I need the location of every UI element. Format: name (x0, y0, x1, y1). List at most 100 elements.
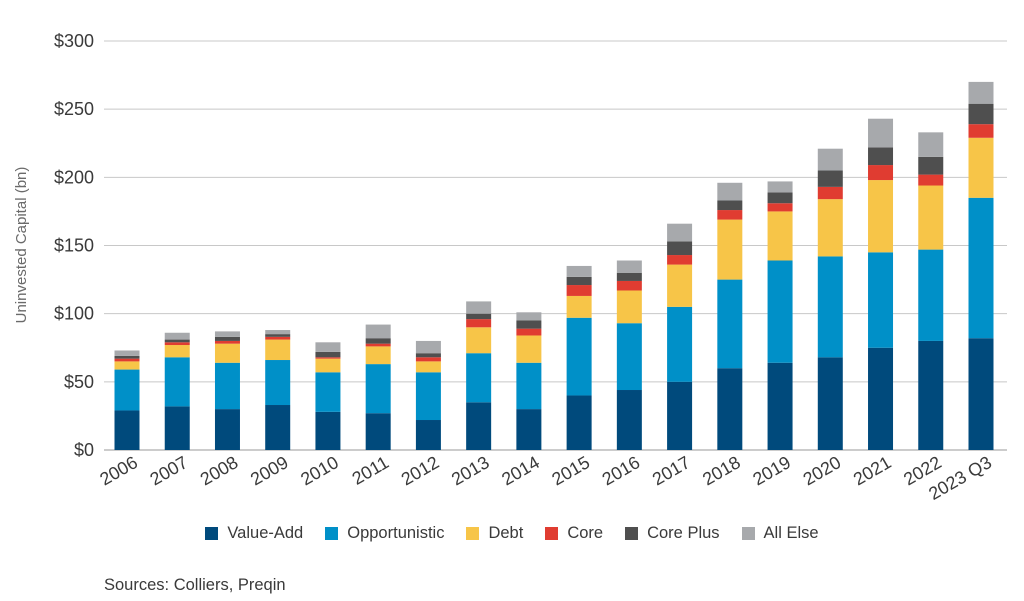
y-tick-label: $300 (54, 31, 94, 51)
bar-segment (415, 340, 441, 354)
bar-segment (717, 219, 743, 280)
bar-segment (817, 256, 843, 358)
bar-segment (315, 357, 341, 359)
bar-segment (767, 181, 793, 193)
bar-segment (968, 103, 994, 125)
y-axis-ticks: $0 $50 $100 $150 $200 $250 $300 (54, 31, 94, 460)
legend-swatch (466, 527, 480, 540)
bar-segment (114, 369, 140, 411)
bar-segment (466, 402, 492, 450)
x-tick-label: 2021 (850, 452, 895, 489)
bar-segment (114, 358, 140, 362)
bar-segment (918, 174, 944, 186)
bar-segment (265, 405, 291, 450)
bar-segment (968, 338, 994, 450)
bar-segment (516, 320, 542, 329)
bar-segment (717, 200, 743, 211)
bar-segment (315, 342, 341, 352)
bar-segment (566, 265, 592, 277)
bar-segment (466, 301, 492, 314)
bar-segment (114, 350, 140, 356)
bar-segment (717, 182, 743, 201)
x-tick-label: 2015 (548, 452, 593, 489)
legend-swatch (325, 527, 339, 540)
bar-segment (466, 319, 492, 328)
bar-segment (667, 223, 693, 242)
bar-segment (164, 339, 190, 343)
legend-item: Core (545, 524, 603, 543)
bar-segment (918, 156, 944, 175)
bar-segment (717, 368, 743, 450)
y-tick-label: $100 (54, 304, 94, 324)
bar-segment (265, 334, 291, 337)
bar-segment (265, 336, 291, 340)
bar-segment (365, 343, 391, 347)
legend-item: Core Plus (625, 524, 720, 543)
bar-segment (868, 118, 894, 148)
bar-segment (868, 165, 894, 181)
x-tick-label: 2009 (247, 452, 292, 489)
bar-segment (616, 323, 642, 391)
bar-segment (616, 290, 642, 324)
x-tick-label: 2020 (800, 452, 845, 489)
legend-label: Core (567, 524, 604, 542)
x-tick-label: 2011 (349, 452, 393, 489)
bar-segment (667, 241, 693, 256)
bar-segment (214, 409, 240, 450)
bar-segment (918, 249, 944, 341)
bar-segment (667, 255, 693, 265)
bar-segment (717, 279, 743, 369)
legend-label: Debt (488, 524, 524, 542)
x-axis-ticks: 2006 2007 2008 2009 2010 2011 2012 2013 2014 2015… (96, 452, 995, 504)
bar-segment (365, 324, 391, 339)
bar-segment (566, 295, 592, 318)
bar-segment (968, 81, 994, 104)
bar-segment (214, 362, 240, 410)
bar-segment (516, 409, 542, 450)
bar-segment (968, 124, 994, 138)
bar-segment (968, 197, 994, 339)
source-note: Sources: Colliers, Preqin (104, 576, 286, 594)
bar-segment (566, 317, 592, 396)
bar-segment (315, 358, 341, 373)
bar-segment (415, 361, 441, 373)
bar-segment (817, 186, 843, 200)
bar-segment (214, 343, 240, 363)
legend-label: Value-Add (227, 524, 304, 542)
bar-segment (868, 252, 894, 348)
bar-segment (616, 280, 642, 291)
bar-segment (868, 180, 894, 253)
bar-segment (365, 413, 391, 450)
bar-segment (365, 364, 391, 414)
bar-segment (164, 332, 190, 340)
x-tick-label: 2006 (96, 452, 141, 489)
gridlines (104, 40, 1007, 451)
x-tick-label: 2008 (197, 452, 242, 489)
bar-segment (114, 355, 140, 359)
chart-plot: $0$50$100$150$200$250$300 2006 2007 2008 20… (13, 31, 1007, 504)
bar-segment (616, 390, 642, 450)
bar-segment (817, 148, 843, 171)
bar-segment (265, 339, 291, 361)
bar-segment (817, 199, 843, 257)
bar-segment (315, 411, 341, 450)
bar-segment (415, 353, 441, 358)
legend: Value-Add Opportunistic Debt Core Core Plus A… (0, 524, 1024, 543)
bar-segment (164, 357, 190, 407)
bars (114, 81, 994, 450)
bar-segment (265, 330, 291, 335)
legend-swatch (625, 527, 639, 540)
x-tick-label: 2013 (448, 452, 493, 489)
legend-label: Core Plus (647, 524, 720, 542)
bar-segment (516, 312, 542, 321)
bar-segment (667, 381, 693, 450)
bar-segment (817, 170, 843, 187)
y-axis-title: Uninvested Capital (bn) (13, 167, 30, 324)
bar-segment (566, 276, 592, 286)
bar-segment (717, 210, 743, 220)
legend-item: Debt (466, 524, 523, 543)
legend-item: All Else (741, 524, 819, 543)
y-tick-label: $250 (54, 99, 94, 119)
bar-segment (868, 347, 894, 450)
